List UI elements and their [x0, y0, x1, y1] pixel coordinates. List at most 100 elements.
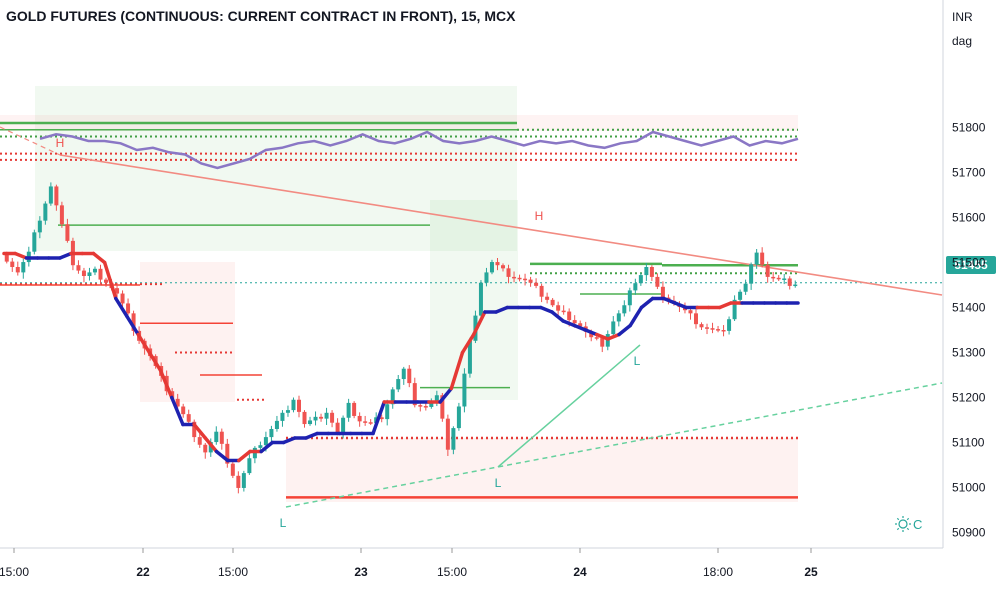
- marker-low: L: [495, 476, 502, 490]
- trailing-stop-segment: [114, 296, 129, 319]
- candle-body: [396, 379, 401, 390]
- candle-body: [501, 265, 506, 269]
- svg-text:C: C: [913, 517, 922, 532]
- candle-body: [390, 389, 395, 405]
- trendline-green-solid: [497, 344, 641, 468]
- trailing-stop-segment: [371, 400, 386, 436]
- candle-body: [225, 443, 230, 464]
- candle-body: [219, 431, 224, 444]
- candle-body: [611, 321, 616, 335]
- marker-low: L: [634, 354, 641, 368]
- y-tick-label: 51800: [952, 121, 986, 135]
- candle-body: [534, 282, 539, 286]
- candle-body: [263, 437, 268, 446]
- candle-body: [59, 205, 64, 225]
- candle-body: [230, 463, 235, 476]
- candle-body: [622, 305, 627, 314]
- candle-body: [274, 420, 279, 429]
- candle-body: [765, 264, 770, 277]
- candle-body: [280, 412, 285, 421]
- candle-body: [495, 262, 500, 266]
- candle-body: [43, 203, 48, 221]
- trailing-stop-segment: [214, 449, 230, 463]
- x-tick-label: 25: [804, 565, 818, 579]
- candle-body: [15, 267, 20, 273]
- trailing-stop-segment: [192, 422, 208, 440]
- candle-body: [21, 262, 26, 273]
- trailing-stop-segment: [617, 323, 633, 337]
- candle-body: [37, 220, 42, 233]
- shade-zone-green-top: [35, 86, 517, 251]
- candle-body: [385, 404, 390, 420]
- candle-body: [688, 310, 693, 314]
- trailing-stop-segment: [169, 395, 185, 427]
- x-tick-label: 24: [573, 565, 587, 579]
- trailing-stop-segment: [539, 305, 554, 314]
- candle-body: [401, 368, 406, 380]
- trendline-red: [59, 154, 943, 296]
- candle-body: [528, 279, 533, 283]
- candle-body: [743, 283, 748, 292]
- shade-zone-green-mid: [430, 200, 518, 400]
- trailing-stop-segment: [203, 436, 219, 454]
- y-tick-label: 51300: [952, 346, 986, 360]
- candle-body: [54, 186, 59, 206]
- trailing-stop-segment: [281, 436, 297, 445]
- trailing-stop-segment: [550, 310, 565, 323]
- candle-body: [131, 313, 136, 331]
- candle-body: [32, 232, 37, 252]
- trailing-stop-segment: [662, 296, 677, 305]
- candle-body: [296, 399, 301, 412]
- candle-body: [655, 276, 660, 287]
- candle-body: [10, 261, 15, 267]
- candle-body: [319, 416, 324, 419]
- candle-body: [660, 286, 665, 298]
- x-tick-label: 22: [136, 565, 150, 579]
- trailing-stop-segment: [102, 260, 118, 301]
- candle-body: [749, 264, 754, 284]
- x-tick-label: 15:00: [437, 565, 467, 579]
- chart-title: GOLD FUTURES (CONTINUOUS: CURRENT CONTRA…: [6, 8, 516, 24]
- candle-body: [539, 285, 544, 297]
- trailing-stop-segment: [606, 332, 621, 341]
- candle-body: [258, 445, 263, 448]
- trailing-stop-segment: [494, 305, 509, 314]
- candle-body: [451, 428, 456, 450]
- trailing-stop-segment: [13, 251, 29, 260]
- candle-body: [467, 340, 472, 374]
- candle-body: [721, 330, 726, 332]
- shade-zone-red-bottom: [286, 438, 798, 502]
- y-tick-label: 51700: [952, 166, 986, 180]
- candle-body: [462, 373, 467, 407]
- candle-body: [181, 406, 186, 415]
- y-tick-label: 51000: [952, 481, 986, 495]
- trailing-stop-segment: [237, 449, 252, 463]
- candle-body: [440, 395, 445, 419]
- candle-body: [550, 299, 555, 306]
- candle-body: [247, 458, 252, 474]
- trailing-stop-segment: [158, 368, 174, 400]
- candle-body: [285, 410, 290, 413]
- candle-body: [192, 421, 197, 438]
- candle-body: [269, 429, 274, 438]
- candle-body: [754, 252, 759, 265]
- trailing-stop-segment: [460, 332, 476, 355]
- trendline-green-dashed: [285, 382, 943, 508]
- candle-body: [638, 275, 643, 284]
- candle-body: [241, 473, 246, 488]
- candle-body: [705, 327, 710, 329]
- x-tick-label: 18:00: [703, 565, 733, 579]
- x-tick-label: 15:00: [218, 565, 248, 579]
- trailing-stop-segment: [471, 310, 487, 337]
- trailing-stop-segment: [717, 301, 733, 310]
- candle-body: [87, 272, 92, 276]
- candle-body: [76, 265, 81, 271]
- candle-body: [710, 328, 715, 330]
- candle-body: [186, 414, 191, 422]
- candle-body: [616, 313, 621, 322]
- candle-body: [429, 401, 434, 407]
- candle-body: [4, 253, 9, 262]
- y-tick-label: 51500: [952, 256, 986, 270]
- marker-low: L: [280, 516, 287, 530]
